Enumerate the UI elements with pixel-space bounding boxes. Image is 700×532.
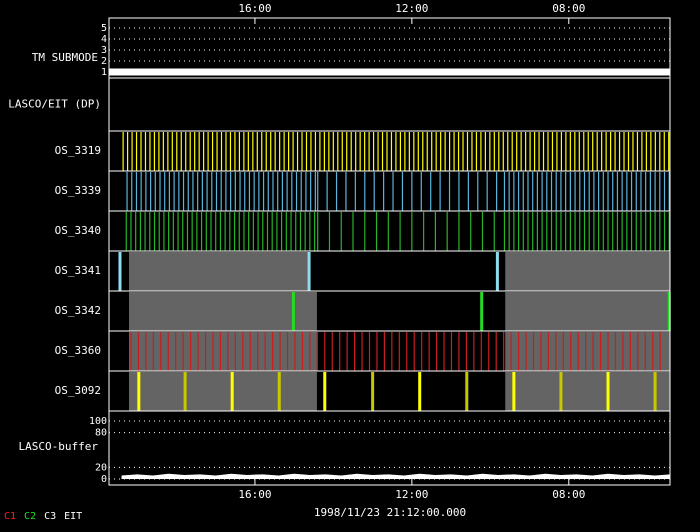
panel-label: OS_3360 (55, 344, 101, 357)
y-tick-label: 3 (101, 45, 107, 56)
panel-label: LASCO-buffer (19, 440, 99, 453)
event (277, 372, 281, 411)
legend-entry: EIT (64, 511, 82, 522)
event (559, 372, 563, 411)
gap-region (129, 252, 309, 291)
event (230, 372, 234, 411)
legend-entry: C3 (44, 511, 56, 522)
event (183, 372, 187, 411)
panel-frame (108, 77, 671, 132)
panel-label: OS_3340 (55, 224, 101, 237)
gap-region (505, 332, 670, 371)
legend-entry: C2 (24, 511, 36, 522)
event (465, 372, 469, 411)
event (137, 372, 141, 411)
panel-frame (108, 210, 671, 252)
event (653, 372, 657, 411)
y-tick-label: 100 (89, 416, 107, 427)
panel-label: OS_3341 (55, 264, 101, 277)
panel-label: OS_3319 (55, 144, 101, 157)
event (418, 372, 422, 411)
event (371, 372, 375, 411)
panel-label: OS_3339 (55, 184, 101, 197)
y-tick-label: 1 (101, 67, 107, 78)
x-axis-label: 1998/11/23 21:12:00.000 (314, 506, 466, 519)
y-tick-label: 2 (101, 56, 107, 67)
panel-frame (108, 410, 671, 486)
panel-frame (108, 130, 671, 172)
event (606, 372, 610, 411)
event (118, 252, 122, 291)
y-tick-label: 5 (101, 23, 107, 34)
buffer-area (121, 473, 671, 479)
gap-region (129, 292, 317, 331)
event (495, 252, 499, 291)
x-tick-label: 08:00 (552, 2, 585, 15)
panel-label: OS_3342 (55, 304, 101, 317)
y-tick-label: 80 (95, 428, 107, 439)
event (307, 252, 311, 291)
gap-region (129, 332, 317, 371)
event (323, 372, 327, 411)
event (291, 292, 295, 331)
panel-label: LASCO/EIT (DP) (8, 98, 101, 111)
y-tick-label: 20 (95, 462, 107, 473)
panel-label: OS_3092 (55, 384, 101, 397)
gap-region (505, 292, 670, 331)
gap-region (129, 372, 317, 411)
x-tick-label: 16:00 (238, 488, 271, 501)
x-tick-label: 08:00 (552, 488, 585, 501)
event (480, 292, 484, 331)
panel-label: TM SUBMODE (32, 51, 98, 64)
x-tick-label: 12:00 (395, 488, 428, 501)
gap-region (505, 252, 670, 291)
x-tick-label: 16:00 (238, 2, 271, 15)
gap-region (505, 372, 670, 411)
event (512, 372, 516, 411)
x-tick-label: 12:00 (395, 2, 428, 15)
legend-entry: C1 (4, 511, 16, 522)
y-tick-label: 0 (101, 474, 107, 485)
y-tick-label: 4 (101, 34, 107, 45)
event (667, 292, 671, 331)
